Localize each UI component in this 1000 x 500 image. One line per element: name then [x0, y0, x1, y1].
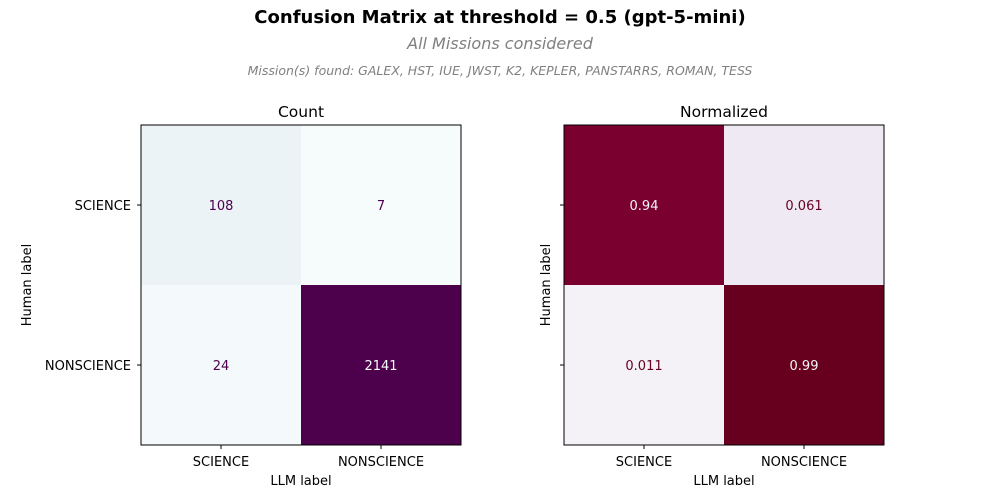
normalized-x-tick-label-1: NONSCIENCE	[761, 455, 847, 470]
count-cell-1-1	[301, 285, 461, 445]
normalized-cell-0-0	[564, 125, 724, 285]
normalized-cell-1-0	[564, 285, 724, 445]
normalized-x-tick-label-0: SCIENCE	[616, 455, 672, 470]
count-x-tick-label-0: SCIENCE	[193, 455, 249, 470]
count-x-axis-label: LLM label	[270, 474, 331, 489]
normalized-cell-0-1	[724, 125, 884, 285]
count-y-tick-label-1: NONSCIENCE	[45, 359, 131, 374]
missions-note: Mission(s) found: GALEX, HST, IUE, JWST,…	[247, 63, 753, 78]
normalized-x-axis-label: LLM label	[693, 474, 754, 489]
count-cell-1-0	[141, 285, 301, 445]
count-y-tick-label-0: SCIENCE	[75, 199, 131, 214]
normalized-cell-label-0-1: 0.061	[785, 199, 822, 214]
normalized-panel-title: Normalized	[680, 103, 768, 121]
count-panel-title: Count	[278, 103, 324, 121]
normalized-y-axis-label: Human label	[539, 244, 554, 326]
normalized-cell-label-1-0: 0.011	[625, 359, 662, 374]
count-x-tick-label-1: NONSCIENCE	[338, 455, 424, 470]
figure-subtitle: All Missions considered	[407, 34, 593, 53]
count-cell-label-0-0: 108	[209, 199, 234, 214]
count-cell-label-1-0: 24	[213, 359, 230, 374]
count-cell-label-0-1: 7	[377, 199, 385, 214]
count-cell-0-1	[301, 125, 461, 285]
normalized-cell-1-1	[724, 285, 884, 445]
count-y-axis-label: Human label	[20, 244, 35, 326]
count-cell-0-0	[141, 125, 301, 285]
figure-title: Confusion Matrix at threshold = 0.5 (gpt…	[254, 7, 746, 28]
normalized-axes-frame	[563, 124, 885, 446]
normalized-cell-label-1-1: 0.99	[790, 359, 819, 374]
normalized-cell-label-0-0: 0.94	[630, 199, 659, 214]
count-cell-label-1-1: 2141	[364, 359, 397, 374]
count-axes-frame	[140, 124, 462, 446]
